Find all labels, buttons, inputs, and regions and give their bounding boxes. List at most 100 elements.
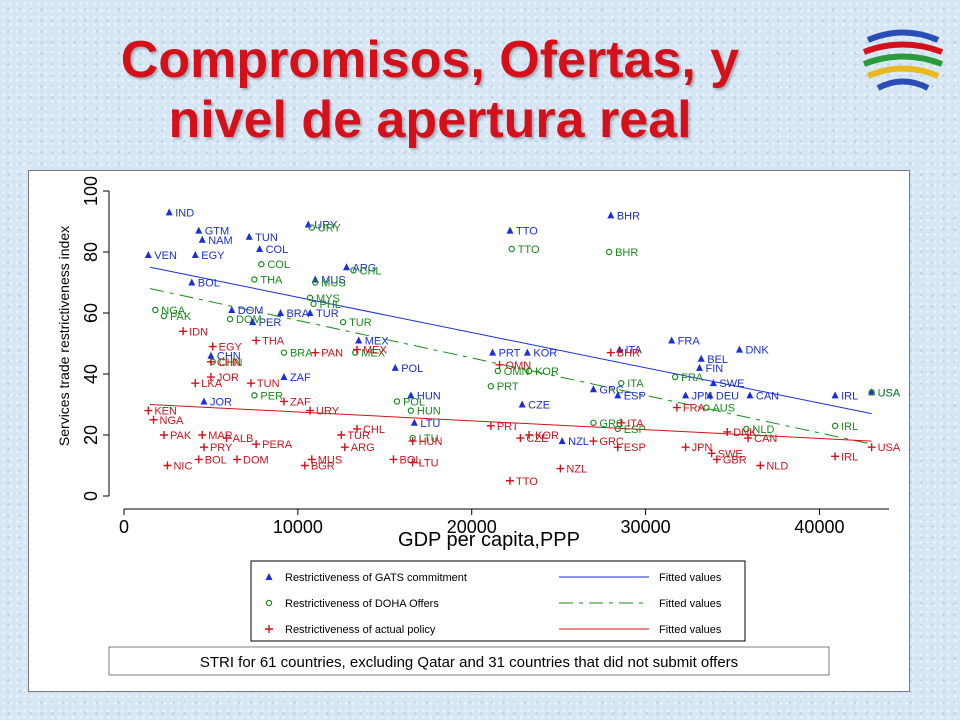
doha-point (743, 425, 750, 433)
gats-point-label: MEX (365, 335, 390, 347)
legend-actual-label: Restrictiveness of actual policy (285, 624, 436, 636)
gats-point (616, 345, 624, 353)
actual-point-label: PAK (170, 430, 192, 442)
gats-point (695, 363, 703, 371)
doha-point-label: THA (260, 274, 283, 286)
actual-point-label: ARG (351, 442, 375, 454)
gats-point-label: CHN (217, 351, 241, 363)
actual-point-label: NIC (173, 461, 192, 473)
doha-point (312, 279, 319, 286)
actual-point-label: LKA (201, 378, 222, 390)
actual-point (556, 464, 565, 473)
actual-point-label: DNK (733, 427, 757, 439)
actual-point-label: TTO (516, 476, 538, 488)
doha-point (308, 224, 315, 231)
gats-point (697, 354, 705, 362)
actual-point (194, 455, 203, 464)
gats-point (523, 348, 531, 356)
actual-point (672, 403, 681, 412)
gats-point-label: VEN (154, 250, 177, 262)
y-tick-label: 20 (81, 425, 101, 445)
actual-point (831, 452, 840, 461)
actual-point (617, 418, 626, 427)
gats-point-label: TUN (255, 232, 278, 244)
actual-point-label: ALB (233, 433, 254, 445)
gats-point (589, 385, 597, 393)
y-tick-label: 40 (81, 364, 101, 384)
gats-point-label: IRL (841, 390, 858, 402)
doha-point-label: FRA (681, 372, 704, 384)
actual-point (744, 434, 753, 443)
gats-point (706, 391, 714, 399)
actual-point-label: CHN (217, 357, 241, 369)
doha-fit-line (149, 288, 872, 445)
gats-point (407, 391, 415, 399)
doha-point-label: HUN (417, 406, 441, 418)
doha-point-label: URY (318, 223, 342, 235)
actual-point-label: MUS (318, 454, 342, 466)
gats-point (200, 397, 208, 405)
gats-point (709, 379, 717, 387)
doha-point-label: DOM (236, 314, 262, 326)
gats-point (506, 226, 514, 234)
actual-point-label: BGR (311, 461, 335, 473)
actual-point-label: JOR (217, 372, 239, 384)
actual-point (389, 455, 398, 464)
gats-point (188, 278, 196, 286)
actual-point (208, 342, 217, 351)
gats-point-label: IND (175, 207, 194, 219)
actual-point (340, 443, 349, 452)
actual-point-label: IRL (841, 451, 858, 463)
doha-point (494, 367, 502, 375)
doha-point (703, 404, 710, 411)
gats-point (518, 400, 526, 408)
doha-point-label: NGA (161, 305, 186, 317)
gats-point (668, 336, 676, 344)
doha-point-label: TTO (518, 244, 540, 256)
slide-title: Compromisos, Ofertas, y nivel de apertur… (40, 30, 820, 150)
actual-point (613, 443, 622, 452)
gats-point-label: BRA (286, 308, 309, 320)
gats-point (614, 391, 622, 399)
doha-point (618, 379, 625, 387)
legend-doha-marker (265, 599, 273, 607)
doha-point-label: USA (878, 387, 901, 399)
legend: Restrictiveness of GATS commitment Fitted… (265, 572, 722, 636)
doha-point-label: LTU (419, 433, 439, 445)
gats-point (191, 251, 199, 259)
gats-point-label: KOR (533, 348, 557, 360)
gats-point-label: PER (259, 317, 282, 329)
actual-point (307, 455, 316, 464)
gats-point-label: HUN (417, 390, 441, 402)
actual-point (144, 406, 153, 415)
doha-point-label: PER (260, 390, 283, 402)
y-tick-label: 60 (81, 303, 101, 323)
actual-point-label: MAR (208, 430, 233, 442)
gats-point (228, 305, 236, 313)
doha-point-label: CHN (219, 357, 243, 369)
doha-point (407, 407, 415, 414)
doha-point-label: AUS (712, 403, 735, 415)
actual-point-label: USA (878, 442, 901, 454)
doha-point-label: PAK (170, 311, 192, 323)
actual-point-label: MEX (363, 345, 388, 357)
y-axis-label: Services trade restrictiveness index (56, 226, 72, 446)
actual-point-label: GRC (599, 436, 624, 448)
actual-point (300, 461, 309, 470)
actual-point (408, 437, 417, 446)
gats-point-label: ITA (626, 345, 643, 357)
actual-point-label: LTU (419, 457, 439, 469)
actual-point-label: TUN (257, 378, 280, 390)
chart-axes: 0 20 40 60 80 100 0 10000 20000 30000 40000 (81, 176, 889, 537)
x-tick-label: 10000 (273, 517, 323, 537)
scatter-chart: 0 20 40 60 80 100 0 10000 20000 30000 40000 IND GTM… (56, 176, 901, 676)
actual-point-label: DOM (243, 454, 269, 466)
legend-gats-label: Restrictiveness of GATS commitment (285, 572, 467, 584)
actual-point (206, 373, 215, 382)
actual-fit-line (150, 404, 872, 442)
actual-point-label: SWE (718, 448, 743, 460)
gats-point-label: JPN (692, 390, 713, 402)
actual-point-label: NZL (566, 464, 587, 476)
gats-point-label: EGY (201, 250, 225, 262)
doha-point (393, 398, 401, 405)
